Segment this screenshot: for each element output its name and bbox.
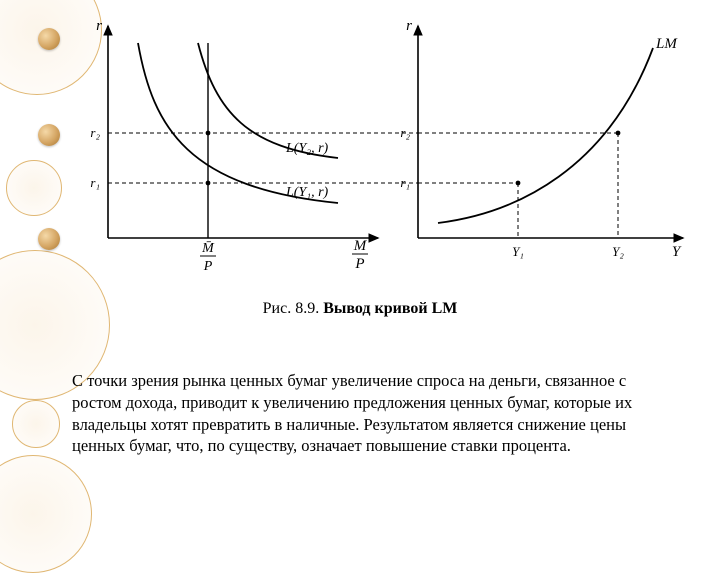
decor-bullet: [38, 28, 60, 50]
figure-caption: Рис. 8.9. Вывод кривой LM: [0, 300, 720, 318]
x-axis-label-top: M: [353, 238, 368, 254]
y1-label: Y₁: [512, 244, 524, 259]
svg-text:P: P: [203, 259, 213, 274]
decor-circle: [6, 160, 62, 216]
decor-circle: [12, 400, 60, 448]
right-panel: r Y r₂ r₁ Y₁ Y₂ LM: [400, 18, 683, 260]
curve-l-y1: [138, 43, 338, 203]
y-axis-label-right: r: [406, 18, 412, 34]
x-axis-label-right: Y: [672, 244, 682, 260]
r2-label-right: r₂: [400, 125, 410, 140]
decor-bullet: [38, 228, 60, 250]
curve2-label: L(Y₂, r): [285, 141, 329, 156]
r1-label: r₁: [90, 175, 100, 190]
svg-text:P: P: [354, 256, 364, 272]
caption-prefix: Рис. 8.9.: [263, 300, 324, 317]
r1-label-right: r₁: [400, 175, 410, 190]
r2-label: r₂: [90, 125, 100, 140]
lm-curve: [438, 48, 653, 223]
lm-derivation-charts: r M P M̄ P r₂ r₁ L(Y₁, r) L(Y₂, r): [78, 18, 688, 278]
lm-label: LM: [655, 36, 678, 52]
y2-label: Y₂: [612, 244, 624, 259]
caption-title: Вывод кривой LM: [323, 300, 457, 317]
decor-bullet: [38, 124, 60, 146]
curve1-label: L(Y₁, r): [285, 185, 329, 200]
y-axis-label: r: [96, 18, 102, 34]
decor-circle: [0, 455, 92, 573]
svg-text:M̄: M̄: [201, 241, 215, 256]
body-paragraph: С точки зрения рынка ценных бумаг увелич…: [72, 370, 672, 457]
left-panel: r M P M̄ P r₂ r₁ L(Y₁, r) L(Y₂, r): [90, 18, 418, 274]
